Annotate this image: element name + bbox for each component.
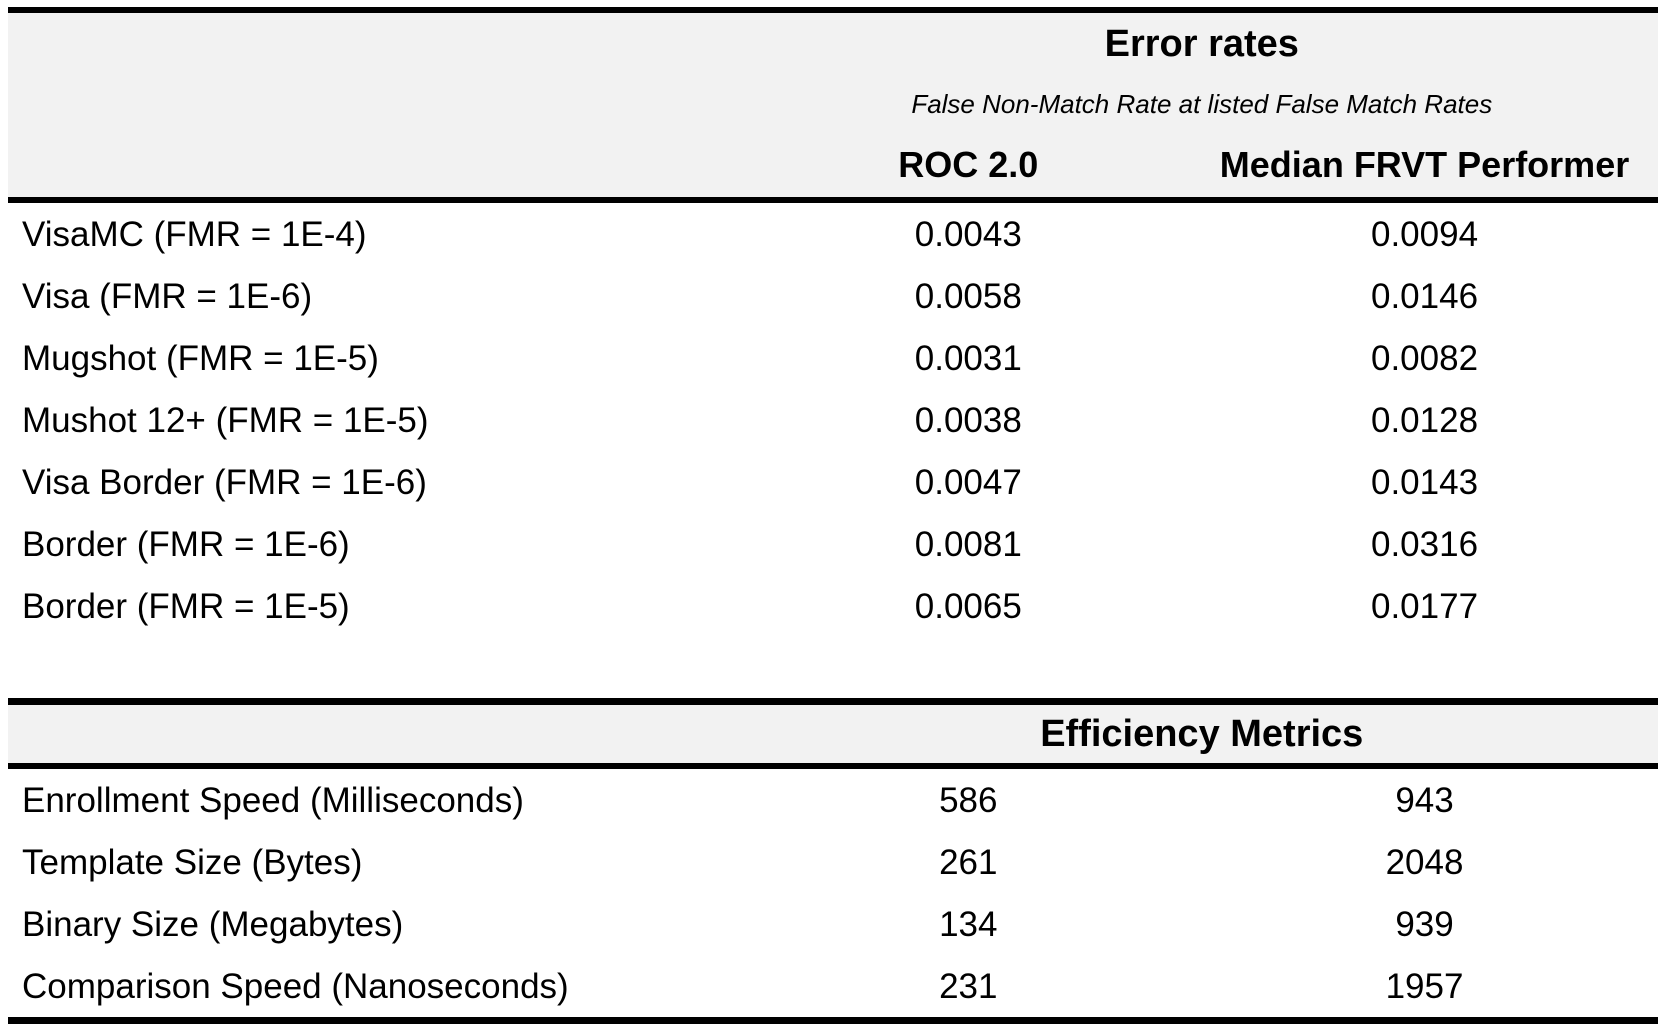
efficiency-metrics-header: Efficiency Metrics [8, 705, 1658, 769]
roc-value: 586 [939, 780, 998, 820]
median-value: 943 [1395, 780, 1454, 820]
row-label: Border (FMR = 1E-5) [22, 586, 350, 626]
median-value: 2048 [1385, 842, 1464, 882]
error-rates-subtitle: False Non-Match Rate at listed False Mat… [911, 89, 1493, 119]
table-row: Comparison Speed (Nanoseconds) 231 1957 [8, 955, 1658, 1017]
tables-content: Error rates False Non-Match Rate at list… [8, 7, 1658, 1024]
error-rates-title-row: Error rates [8, 13, 1658, 75]
table-row: Visa (FMR = 1E-6) 0.0058 0.0146 [8, 265, 1658, 327]
error-rates-title: Error rates [1104, 23, 1299, 65]
roc-value: 0.0081 [914, 524, 1022, 564]
roc-value: 261 [939, 842, 998, 882]
roc-value: 0.0065 [914, 586, 1022, 626]
median-value: 0.0146 [1370, 276, 1479, 316]
roc-value: 0.0043 [914, 214, 1022, 254]
roc-value: 134 [939, 904, 998, 944]
median-value: 0.0082 [1370, 338, 1479, 378]
median-value: 0.0128 [1370, 400, 1479, 440]
table-row: Enrollment Speed (Milliseconds) 586 943 [8, 769, 1658, 831]
row-label: Border (FMR = 1E-6) [22, 524, 350, 564]
table-row: VisaMC (FMR = 1E-4) 0.0043 0.0094 [8, 203, 1658, 265]
table-row: Template Size (Bytes) 261 2048 [8, 831, 1658, 893]
efficiency-metrics-table: Efficiency Metrics Enrollment Speed (Mil… [8, 698, 1658, 1024]
median-value: 0.0143 [1370, 462, 1479, 502]
error-rates-header: Error rates False Non-Match Rate at list… [8, 13, 1658, 203]
error-rates-table: Error rates False Non-Match Rate at list… [8, 7, 1658, 637]
row-label: Template Size (Bytes) [22, 842, 363, 882]
table-row: Visa Border (FMR = 1E-6) 0.0047 0.0143 [8, 451, 1658, 513]
median-value: 0.0177 [1370, 586, 1479, 626]
error-rates-column-headers: ROC 2.0 Median FRVT Performer [8, 133, 1658, 197]
median-value: 0.0094 [1370, 214, 1479, 254]
row-label: Mushot 12+ (FMR = 1E-5) [22, 400, 429, 440]
efficiency-metrics-body: Enrollment Speed (Milliseconds) 586 943 … [8, 769, 1658, 1017]
efficiency-metrics-title-row: Efficiency Metrics [8, 705, 1658, 763]
roc-value: 0.0058 [914, 276, 1022, 316]
column-header-median-frvt-performer: Median FRVT Performer [1219, 144, 1630, 185]
row-label: Enrollment Speed (Milliseconds) [22, 780, 524, 820]
tables-gap [8, 637, 1658, 698]
row-label: VisaMC (FMR = 1E-4) [22, 214, 367, 254]
table-row: Binary Size (Megabytes) 134 939 [8, 893, 1658, 955]
column-header-roc-2-0: ROC 2.0 [898, 144, 1039, 185]
roc-value: 0.0047 [914, 462, 1022, 502]
row-label: Comparison Speed (Nanoseconds) [22, 966, 569, 1006]
table-row: Border (FMR = 1E-6) 0.0081 0.0316 [8, 513, 1658, 575]
table-row: Border (FMR = 1E-5) 0.0065 0.0177 [8, 575, 1658, 637]
roc-value: 0.0038 [914, 400, 1022, 440]
median-value: 0.0316 [1370, 524, 1479, 564]
row-label: Visa (FMR = 1E-6) [22, 276, 313, 316]
table-row: Mugshot (FMR = 1E-5) 0.0031 0.0082 [8, 327, 1658, 389]
error-rates-subtitle-row: False Non-Match Rate at listed False Mat… [8, 75, 1658, 133]
efficiency-metrics-title: Efficiency Metrics [1040, 713, 1364, 755]
row-label: Visa Border (FMR = 1E-6) [22, 462, 427, 502]
roc-value: 231 [939, 966, 998, 1006]
row-label: Binary Size (Megabytes) [22, 904, 404, 944]
error-rates-body: VisaMC (FMR = 1E-4) 0.0043 0.0094 Visa (… [8, 203, 1658, 637]
roc-value: 0.0031 [914, 338, 1022, 378]
median-value: 939 [1395, 904, 1454, 944]
median-value: 1957 [1385, 966, 1464, 1006]
row-label: Mugshot (FMR = 1E-5) [22, 338, 379, 378]
table-row: Mushot 12+ (FMR = 1E-5) 0.0038 0.0128 [8, 389, 1658, 451]
